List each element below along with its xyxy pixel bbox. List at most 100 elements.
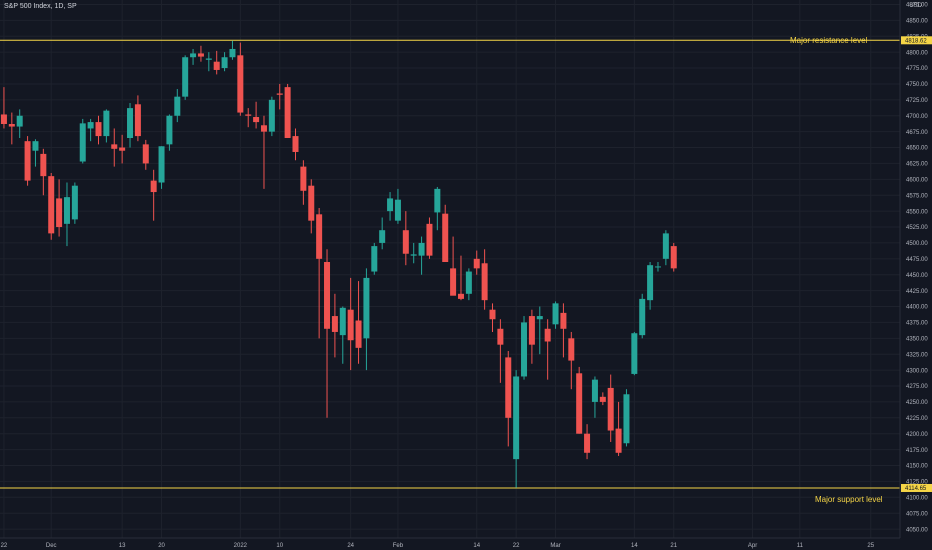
x-tick-label: Apr <box>748 543 757 549</box>
candle-up <box>639 298 646 336</box>
time-axis[interactable]: 22 Dec 13 20 2022 10 24 Feb 14 22 Mar 14 21 Apr 11 25 <box>1 543 875 549</box>
candle-up <box>410 254 417 256</box>
y-tick-label: 4725.00 <box>906 98 928 104</box>
y-tick-label: 4775.00 <box>906 66 928 72</box>
candle-up <box>631 333 638 374</box>
y-tick-label: 4175.00 <box>906 448 928 454</box>
candle-down <box>245 114 252 116</box>
candles <box>0 40 677 488</box>
candle-down <box>576 373 583 434</box>
candle-down <box>528 316 535 345</box>
candle-up <box>623 394 630 444</box>
candle-up <box>182 57 189 97</box>
candle-down <box>56 198 63 228</box>
candle-up <box>63 197 70 224</box>
candle-down <box>134 104 141 137</box>
candle-down <box>473 258 480 269</box>
x-tick-label: Feb <box>393 543 404 549</box>
y-tick-label: 4875.00 <box>906 3 928 9</box>
y-tick-label: 4600.00 <box>906 178 928 184</box>
y-tick-label: 4550.00 <box>906 209 928 215</box>
candle-up <box>16 115 23 127</box>
y-tick-label: 4750.00 <box>906 82 928 88</box>
y-tick-label: 4800.00 <box>906 50 928 56</box>
candle-up <box>339 307 346 336</box>
candle-down <box>40 153 47 177</box>
x-tick-label: 2022 <box>234 543 248 549</box>
y-tick-label: 4700.00 <box>906 114 928 120</box>
y-tick-label: 4650.00 <box>906 146 928 152</box>
y-tick-label: 4575.00 <box>906 193 928 199</box>
candle-down <box>560 312 567 329</box>
x-tick-label: 21 <box>670 543 677 549</box>
y-tick-label: 4200.00 <box>906 432 928 438</box>
y-tick-label: 4225.00 <box>906 416 928 422</box>
candle-up <box>465 271 472 294</box>
candle-down <box>0 114 7 125</box>
y-tick-label: 4125.00 <box>906 480 928 486</box>
x-tick-label: Mar <box>550 543 560 549</box>
y-tick-label: 4100.00 <box>906 496 928 502</box>
y-tick-label: 4250.00 <box>906 400 928 406</box>
y-tick-label: 4475.00 <box>906 257 928 263</box>
candle-down <box>292 136 299 152</box>
candle-up <box>103 110 110 137</box>
candle-down <box>615 428 622 453</box>
candle-up <box>363 277 370 339</box>
candle-up <box>229 48 236 58</box>
x-tick-label: 14 <box>473 543 480 549</box>
candle-up <box>87 122 94 129</box>
x-tick-label: 14 <box>631 543 638 549</box>
x-tick-label: 13 <box>119 543 126 549</box>
chart-title: S&P 500 Index, 1D, SP <box>4 3 77 10</box>
candle-up <box>371 246 378 272</box>
grid <box>0 0 900 538</box>
candle-down <box>331 316 338 332</box>
candle-up <box>536 316 543 320</box>
candle-up <box>418 242 425 256</box>
candle-up <box>387 198 394 212</box>
horizontal-levels <box>0 39 900 489</box>
candle-down <box>497 328 504 345</box>
x-tick-label: 10 <box>276 543 283 549</box>
candle-down <box>260 125 267 132</box>
candle-down <box>670 246 677 269</box>
candle-up <box>205 58 212 60</box>
candle-down <box>95 122 102 137</box>
candle-down <box>355 320 362 348</box>
candle-down <box>197 53 204 57</box>
x-tick-label: Dec <box>46 543 57 549</box>
y-tick-label: 4275.00 <box>906 384 928 390</box>
level-price-badge <box>901 483 932 492</box>
candle-up <box>654 266 661 268</box>
candle-down <box>442 213 449 263</box>
candle-up <box>521 322 528 377</box>
y-tick-label: 4375.00 <box>906 321 928 327</box>
candle-down <box>584 433 591 453</box>
candle-down <box>607 387 614 431</box>
candle-up <box>434 188 441 213</box>
candle-down <box>426 223 433 256</box>
y-tick-label: 4500.00 <box>906 241 928 247</box>
candle-down <box>316 214 323 259</box>
candle-down <box>142 144 149 164</box>
candle-down <box>119 147 126 151</box>
candle-down <box>402 230 409 254</box>
y-tick-label: 4425.00 <box>906 289 928 295</box>
candle-down <box>24 141 31 181</box>
x-tick-label: 11 <box>797 543 804 549</box>
candle-up <box>32 141 39 151</box>
y-tick-label: 4325.00 <box>906 352 928 358</box>
level-price-labels: 4818.62 4114.65 <box>901 36 932 492</box>
candle-down <box>489 309 496 320</box>
x-tick-label: 22 <box>1 543 8 549</box>
candle-down <box>505 357 512 418</box>
candle-up <box>591 379 598 402</box>
candle-up <box>552 303 559 325</box>
y-tick-label: 4850.00 <box>906 19 928 25</box>
level-price-badge <box>901 36 932 45</box>
candle-down <box>308 185 315 221</box>
y-tick-label: 4675.00 <box>906 130 928 136</box>
candle-up <box>158 146 165 183</box>
